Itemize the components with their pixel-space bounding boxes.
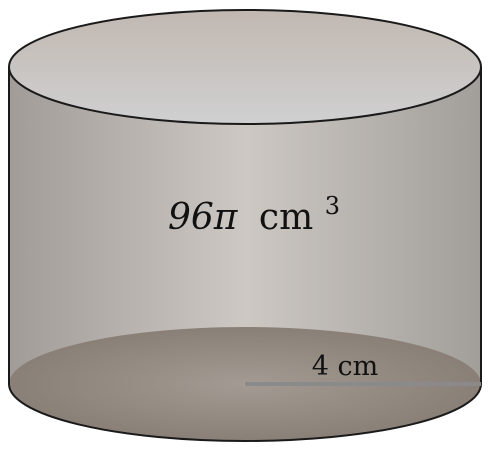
volume-label: 96π cm 3: [168, 192, 340, 238]
radius-label: 4 cm: [312, 351, 379, 382]
volume-unit: cm: [259, 197, 313, 238]
cylinder-top-face: [8, 9, 482, 125]
volume-value: 96π: [168, 197, 239, 238]
volume-exponent: 3: [325, 192, 340, 220]
cylinder-bottom-front-edge: [8, 383, 482, 442]
